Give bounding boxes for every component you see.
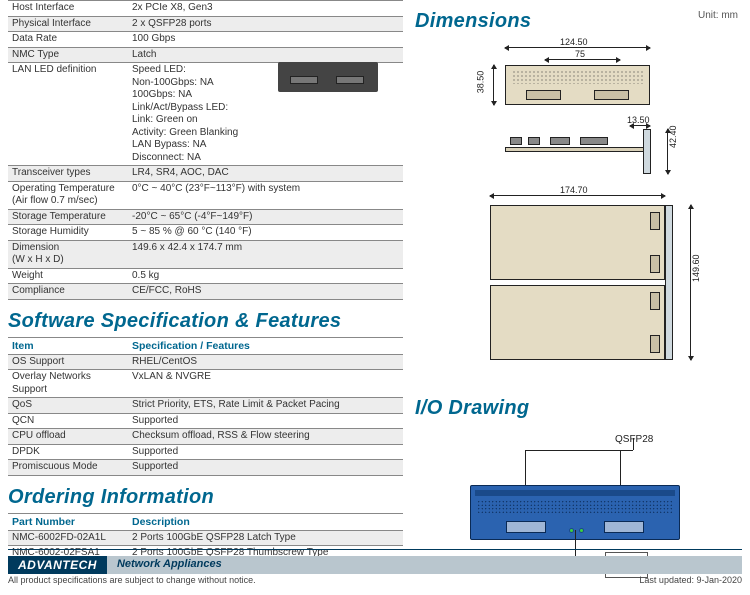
table-row: OS SupportRHEL/CentOS [8,354,403,370]
table-row: Operating Temperature (Air flow 0.7 m/se… [8,181,403,209]
table-row: Transceiver typesLR4, SR4, AOC, DAC [8,166,403,182]
table-row: Weight0.5 kg [8,268,403,284]
unit-label: Unit: mm [698,10,738,21]
table-row: Physical Interface2 x QSFP28 ports [8,16,403,32]
table-row: QoSStrict Priority, ETS, Rate Limit & Pa… [8,398,403,414]
dimensions-heading: Dimensions [415,10,531,33]
category-label: Network Appliances [107,556,742,574]
ordering-heading: Ordering Information [8,486,403,509]
col-partnum: Part Number [8,513,128,530]
software-spec-table: Item Specification / Features OS Support… [8,337,403,476]
table-row: Host Interface2x PCIe X8, Gen3 [8,1,403,17]
front-device-thumbnail [278,62,378,92]
table-row: Overlay Networks SupportVxLAN & NVGRE [8,370,403,398]
col-desc: Description [128,513,403,530]
table-row: Promiscuous ModeSupported [8,460,403,476]
dim-height-front: 38.50 [475,71,485,94]
dim-side-h: 149.60 [691,254,701,282]
table-row: Storage Humidity5 ~ 85 % @ 60 °C (140 °F… [8,225,403,241]
table-row: QCNSupported [8,413,403,429]
io-port-label: QSFP28 [615,434,653,445]
dim-bracket-h: 42.40 [668,125,678,148]
page-footer: ADVANTECH Network Appliances All product… [8,549,742,585]
table-row: NMC TypeLatch [8,47,403,63]
software-heading: Software Specification & Features [8,310,403,333]
io-heading: I/O Drawing [415,397,529,420]
dim-bracket-w: 13.50 [627,115,650,125]
fineprint: All product specifications are subject t… [8,575,256,585]
table-row: NMC-6002FD-02A1L2 Ports 100GbE QSFP28 La… [8,530,403,546]
table-row: Storage Temperature-20°C ~ 65°C (-4°F~14… [8,209,403,225]
table-row: Dimension (W x H x D)149.6 x 42.4 x 174.… [8,240,403,268]
table-row: CPU offloadChecksum offload, RSS & Flow … [8,429,403,445]
last-updated: Last updated: 9-Jan-2020 [639,575,742,585]
col-item: Item [8,337,128,354]
dim-width-top: 124.50 [560,37,588,47]
table-row: ComplianceCE/FCC, RoHS [8,284,403,300]
brand-logo: ADVANTECH [8,556,107,574]
table-row: Data Rate100 Gbps [8,32,403,48]
table-row: DPDKSupported [8,444,403,460]
dim-width-inner: 75 [575,49,585,59]
dim-depth: 174.70 [560,185,588,195]
hardware-spec-table: Host Interface2x PCIe X8, Gen3Physical I… [8,0,403,300]
col-spec: Specification / Features [128,337,403,354]
dimensions-drawing: 124.50 75 38.50 13.50 42.40 [415,37,735,387]
